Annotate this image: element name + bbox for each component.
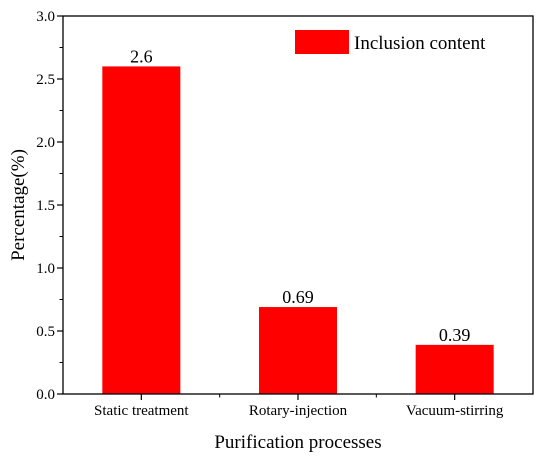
y-axis-title: Percentage(%) xyxy=(8,149,29,261)
data-label: 0.39 xyxy=(439,325,471,345)
x-tick-label: Rotary-injection xyxy=(249,403,348,419)
data-label: 2.6 xyxy=(130,46,153,66)
bar-vacuum-stirring xyxy=(415,344,494,394)
data-label: 0.69 xyxy=(282,287,314,307)
bar-rotary-injection xyxy=(259,307,337,394)
legend-label: Inclusion content xyxy=(354,33,486,54)
legend-swatch xyxy=(295,30,349,54)
data-labels: 2.6 0.69 0.39 xyxy=(130,46,470,344)
x-axis-title: Purification processes xyxy=(214,432,381,453)
y-tick-label: 1.5 xyxy=(36,198,55,214)
x-tick-label: Static treatment xyxy=(94,403,189,419)
x-tick-label: Vacuum-stirring xyxy=(406,403,504,419)
x-axis-ticks: Static treatment Rotary-injection Vacuum-s… xyxy=(94,394,504,419)
y-tick-label: 0.5 xyxy=(36,324,55,340)
y-tick-label: 0.0 xyxy=(36,387,55,403)
y-axis-ticks: 0.0 0.5 1.0 1.5 2.0 2.5 3.0 xyxy=(36,9,63,403)
y-tick-label: 1.0 xyxy=(36,261,55,277)
y-tick-label: 2.5 xyxy=(36,72,55,88)
legend: Inclusion content xyxy=(295,30,486,54)
bar-static-treatment xyxy=(102,66,181,395)
y-tick-label: 2.0 xyxy=(36,135,55,151)
y-tick-label: 3.0 xyxy=(36,9,55,25)
bars-layer xyxy=(102,66,494,395)
